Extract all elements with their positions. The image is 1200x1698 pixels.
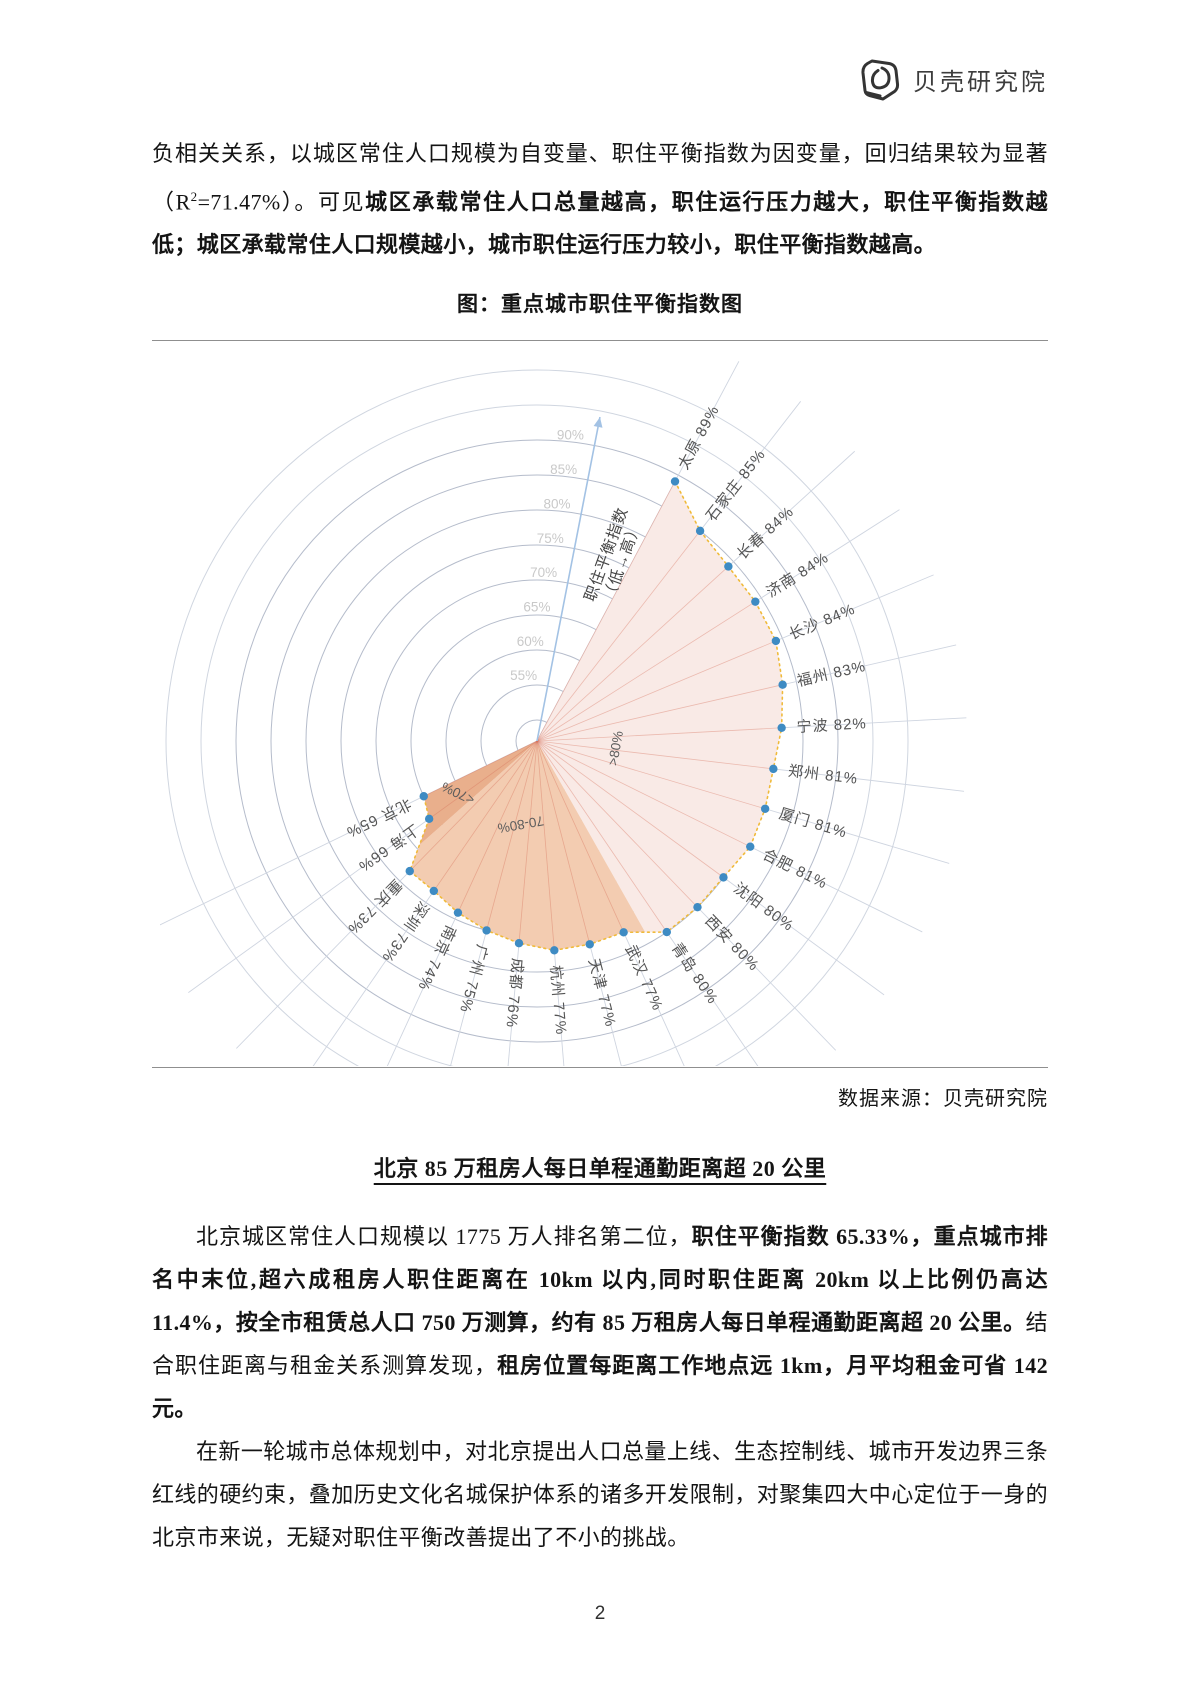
data-point [419,792,428,801]
data-source-note: 数据来源：贝壳研究院 [838,1088,1048,1111]
brand-header: 贝壳研究院 [152,0,1048,108]
data-point [724,562,733,572]
superscript-2: 2 [190,189,198,204]
city-label: 广州 75% [456,943,490,1015]
city-label: 武汉 77% [622,943,666,1014]
data-point [751,597,760,607]
ring-labels: 55% 60% 65% 70% 75% 80% 85% 90% [510,428,584,683]
figure-title: 图：重点城市职住平衡指数图 [457,292,743,317]
city-label: 石家庄 85% [702,446,769,525]
city-label: 杭州 77% [547,965,570,1036]
beike-shell-logo-icon [861,59,900,101]
band-fill-wedges [409,481,783,951]
city-label: 福州 83% [795,658,867,690]
ring-label: 65% [523,600,550,615]
section-paragraph-2: 在新一轮城市总体规划中，对北京提出人口总量上线、生态控制线、城市开发边界三条红线… [152,1439,1049,1551]
data-point [693,903,702,912]
data-point [777,723,786,733]
city-label: 厦门 81% [777,806,849,842]
section-body: 北京城区常住人口规模以 1775 万人排名第二位，职住平衡指数 65.33%，重… [152,1215,1048,1559]
data-point [760,804,770,814]
p1-bold2: 租房位置每距离工作地点远 1km，月平均租金可省 142 元。 [152,1353,1048,1422]
inner-value-spokes [409,481,783,951]
data-point [695,526,705,536]
ring-label: 85% [550,462,577,477]
intro-bold-conclusion: 城区承载常住人口总量越高，职住运行压力越大，职住平衡指数越低；城区承载常住人口规… [152,189,1048,258]
data-point [429,887,439,896]
city-label: 济南 84% [764,549,832,601]
data-point [746,842,755,852]
data-point [585,940,594,949]
p1-bold1: 职住平衡指数 65.33%，重点城市排名中末位,超六成租房人职住距离在 10km… [152,1224,1048,1336]
city-label: 郑州 81% [787,763,859,788]
city-label: 重庆 73% [344,876,405,938]
axis-arrowhead-icon [593,417,603,429]
city-label: 长春 84% [734,503,797,563]
data-point [619,928,628,937]
ring-label: 70% [530,565,557,580]
city-label: 南京 74% [414,923,459,994]
data-point [662,928,671,937]
radial-axis-line [536,417,601,742]
page-number: 2 [594,1603,606,1625]
data-point [453,908,463,918]
ring-label: 90% [557,428,584,443]
data-point [482,926,491,935]
section-paragraph-1: 北京城区常住人口规模以 1775 万人排名第二位，职住平衡指数 65.33%，重… [152,1215,1048,1430]
data-points [405,477,787,955]
figure-chart-area: 55% 60% 65% 70% 75% 80% 85% 90% 职住平衡指数 （低→高） >80% 7… [152,340,1048,1069]
ring-label: 80% [543,497,570,512]
data-point [769,765,778,774]
city-label: 天津 77% [585,957,619,1029]
brand-name: 贝壳研究院 [913,68,1048,96]
p1-run1: 北京城区常住人口规模以 1775 万人排名第二位， [196,1224,692,1250]
intro-paragraph: 负相关关系，以城区常住人口规模为自变量、职住平衡指数为因变量，回归结果较为显著（… [152,132,1048,266]
data-outline [408,480,784,952]
ring-label: 55% [510,669,537,684]
ring-label: 75% [537,531,564,546]
p1-run2: 结合职住距离与租金关系测算发现， [152,1310,1048,1379]
ring-label: 60% [517,634,544,649]
city-label: 沈阳 80% [730,880,797,935]
city-label: 太原 89% [675,403,723,473]
city-label: 深圳 73% [378,898,432,965]
band-label: >80% [605,730,626,767]
intro-run1: 负相关关系，以城区常住人口规模为自变量、职住平衡指数为因变量，回归结果较为显著（… [152,141,1048,215]
data-point [778,680,787,690]
city-label: 宁波 82% [796,716,867,737]
data-point [424,814,434,824]
data-point [514,939,524,948]
data-point [405,867,414,876]
job-housing-balance-polar-chart: 55%60%65%70%75%80%85%90%职住平衡指数（低→高）>80%7… [160,361,967,1067]
city-label: 长沙 84% [787,601,858,644]
data-point [550,946,559,955]
section-heading: 北京 85 万租房人每日单程通勤距离超 20 公里 [373,1156,827,1182]
data-point [771,637,781,646]
city-label: 成都 76% [502,958,525,1029]
intro-run2: =71.47%）。可见 [197,189,366,215]
data-point [670,477,680,486]
data-point [719,873,728,882]
